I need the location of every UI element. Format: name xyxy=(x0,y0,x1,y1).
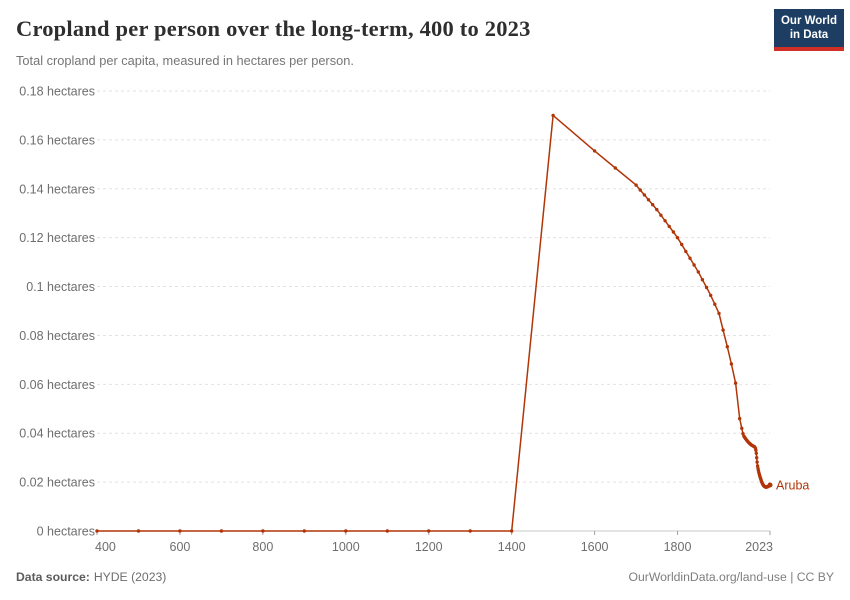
data-point xyxy=(713,302,717,306)
data-point xyxy=(136,529,141,533)
data-point xyxy=(704,285,709,290)
data-point xyxy=(754,448,758,452)
x-axis-tick-label: 1600 xyxy=(581,540,609,554)
data-point xyxy=(755,460,759,464)
data-point xyxy=(592,149,597,153)
y-axis-tick-label: 0 hectares xyxy=(37,525,95,539)
data-point xyxy=(755,456,759,460)
data-point xyxy=(642,193,647,197)
data-point xyxy=(688,256,692,260)
data-point xyxy=(680,242,684,247)
data-source-label: Data source: xyxy=(16,570,90,584)
data-point xyxy=(261,529,265,533)
data-point xyxy=(667,224,671,229)
data-point xyxy=(675,236,680,240)
data-point xyxy=(634,183,638,187)
x-axis-tick-label: 600 xyxy=(170,540,191,554)
data-point xyxy=(219,529,224,533)
chart-subtitle: Total cropland per capita, measured in h… xyxy=(16,53,354,68)
data-point xyxy=(655,207,659,212)
data-point xyxy=(717,311,721,316)
data-point xyxy=(427,529,431,533)
series-end-label: Aruba xyxy=(776,479,809,493)
data-point xyxy=(663,219,667,223)
data-point xyxy=(468,529,472,533)
x-axis-tick-label: 1400 xyxy=(498,540,526,554)
owid-logo[interactable]: Our World in Data xyxy=(774,9,844,51)
chart-footer: Data source: HYDE (2023) OurWorldinData.o… xyxy=(16,570,834,584)
y-axis-tick-label: 0.06 hectares xyxy=(19,378,95,392)
y-axis-tick-label: 0.08 hectares xyxy=(19,329,95,343)
data-source-value: HYDE (2023) xyxy=(93,570,167,584)
data-point xyxy=(385,529,389,533)
data-point xyxy=(696,270,700,274)
data-point xyxy=(671,230,676,234)
data-point xyxy=(692,263,696,267)
owid-logo-line1: Our World xyxy=(780,14,837,27)
y-axis-tick-label: 0.04 hectares xyxy=(19,427,95,441)
x-axis-tick-label: 400 xyxy=(95,540,116,554)
data-point xyxy=(733,381,738,385)
data-point xyxy=(709,293,713,298)
data-point xyxy=(700,278,705,282)
y-axis-tick-label: 0.02 hectares xyxy=(19,476,95,490)
data-point xyxy=(551,113,555,118)
y-axis-tick-label: 0.1 hectares xyxy=(26,280,95,294)
data-point xyxy=(651,203,655,207)
data-point xyxy=(754,451,758,455)
data-point xyxy=(646,198,651,202)
y-axis-tick-label: 0.14 hectares xyxy=(19,182,95,196)
x-axis-tick-label: 1800 xyxy=(664,540,692,554)
data-point xyxy=(638,188,642,192)
x-axis-tick-label: 800 xyxy=(252,540,273,554)
data-point xyxy=(725,345,729,349)
data-point xyxy=(738,416,742,421)
data-point xyxy=(729,362,734,366)
data-point xyxy=(613,166,617,170)
data-line xyxy=(96,114,771,532)
owid-logo-line2: in Data xyxy=(789,29,829,41)
data-source: Data source: HYDE (2023) xyxy=(16,570,166,584)
data-point xyxy=(740,426,744,430)
data-point xyxy=(302,529,306,533)
data-point xyxy=(684,249,688,254)
data-point xyxy=(344,529,348,533)
y-axis-tick-label: 0.12 hectares xyxy=(19,231,95,245)
y-axis-tick-label: 0.18 hectares xyxy=(19,85,95,99)
x-axis-tick-label: 1000 xyxy=(332,540,360,554)
data-point xyxy=(510,529,514,533)
data-point xyxy=(767,482,773,488)
page-title: Cropland per person over the long-term, … xyxy=(16,16,531,41)
credit-link[interactable]: OurWorldinData.org/land-use | CC BY xyxy=(628,570,834,584)
data-point xyxy=(721,328,725,332)
x-axis-tick-label: 2023 xyxy=(745,540,773,554)
x-axis-tick-label: 1200 xyxy=(415,540,443,554)
data-point xyxy=(178,529,182,533)
data-point xyxy=(95,529,99,533)
data-point xyxy=(659,213,663,217)
y-axis-tick-label: 0.16 hectares xyxy=(19,133,95,147)
